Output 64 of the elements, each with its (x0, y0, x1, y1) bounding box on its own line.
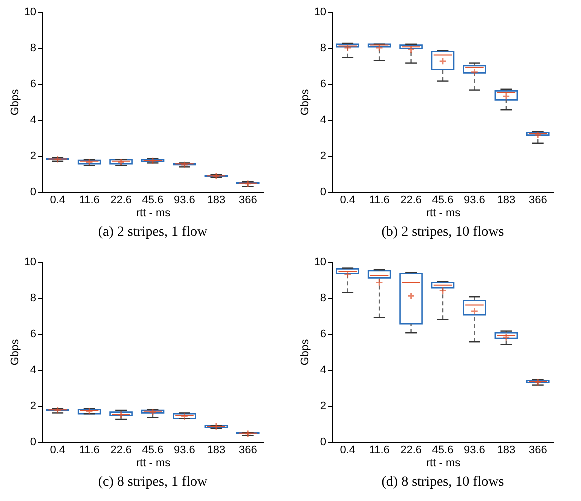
y-tick-label: 6 (30, 328, 36, 340)
x-tick-label: 93.6 (174, 194, 196, 206)
y-axis-title: Gbps (9, 88, 22, 116)
y-tick-label: 8 (320, 42, 326, 54)
x-tick-label: 11.6 (79, 194, 100, 206)
x-axis-title: rtt - ms (426, 458, 462, 470)
y-tick-label: 8 (320, 292, 326, 304)
x-tick-label: 366 (528, 444, 548, 456)
y-tick-label: 6 (320, 78, 326, 90)
x-tick-label: 45.6 (142, 444, 164, 456)
x-tick-label: 11.6 (369, 444, 390, 456)
x-tick-label: 0.4 (340, 194, 356, 206)
x-axis-title: rtt - ms (426, 208, 462, 220)
text: (a) 2 stripes, 1 flow (98, 225, 209, 240)
x-tick-label: 11.6 (79, 444, 100, 456)
y-tick-label: 2 (30, 400, 36, 412)
x-tick-label: 0.4 (340, 444, 356, 456)
x-tick-label: 45.6 (142, 194, 164, 206)
text: (b) 2 stripes, 10 flows (382, 225, 504, 240)
y-tick-label: 4 (320, 364, 326, 376)
text: (c) 8 stripes, 1 flow (98, 475, 209, 490)
x-tick-label: 0.4 (50, 444, 66, 456)
x-tick-label: 22.6 (400, 194, 422, 206)
x-tick-label: 183 (207, 194, 226, 206)
x-tick-label: 93.6 (464, 194, 486, 206)
y-tick-label: 0 (320, 436, 326, 448)
y-tick-label: 10 (314, 256, 326, 268)
x-tick-label: 93.6 (174, 444, 196, 456)
y-tick-label: 2 (320, 400, 326, 412)
x-tick-label: 22.6 (110, 444, 132, 456)
y-tick-label: 4 (320, 114, 326, 126)
y-tick-label: 6 (30, 78, 36, 90)
y-tick-label: 10 (24, 256, 36, 268)
y-axis-title: Gbps (299, 338, 312, 366)
x-tick-label: 366 (238, 444, 258, 456)
x-tick-label: 11.6 (369, 194, 390, 206)
x-tick-label: 0.4 (50, 194, 66, 206)
x-axis-title: rtt - ms (136, 208, 172, 220)
y-tick-label: 0 (30, 436, 36, 448)
y-axis-title: Gbps (299, 88, 312, 116)
x-tick-label: 22.6 (110, 194, 132, 206)
x-tick-label: 366 (528, 194, 548, 206)
x-tick-label: 45.6 (432, 194, 454, 206)
x-tick-label: 22.6 (400, 444, 422, 456)
y-tick-label: 4 (30, 114, 36, 126)
y-tick-label: 2 (30, 150, 36, 162)
x-tick-label: 183 (497, 194, 516, 206)
y-tick-label: 4 (30, 364, 36, 376)
y-tick-label: 0 (320, 186, 326, 198)
x-tick-label: 366 (238, 194, 258, 206)
x-tick-label: 93.6 (464, 444, 486, 456)
y-tick-label: 8 (30, 292, 36, 304)
y-tick-label: 0 (30, 186, 36, 198)
y-axis-title: Gbps (9, 338, 22, 366)
text: (d) 8 stripes, 10 flows (382, 475, 504, 490)
x-tick-label: 183 (497, 444, 516, 456)
y-tick-label: 6 (320, 328, 326, 340)
x-tick-label: 45.6 (432, 444, 454, 456)
x-tick-label: 183 (207, 444, 226, 456)
y-tick-label: 10 (24, 6, 36, 18)
y-tick-label: 10 (314, 6, 326, 18)
x-axis-title: rtt - ms (136, 458, 172, 470)
y-tick-label: 8 (30, 42, 36, 54)
y-tick-label: 2 (320, 150, 326, 162)
